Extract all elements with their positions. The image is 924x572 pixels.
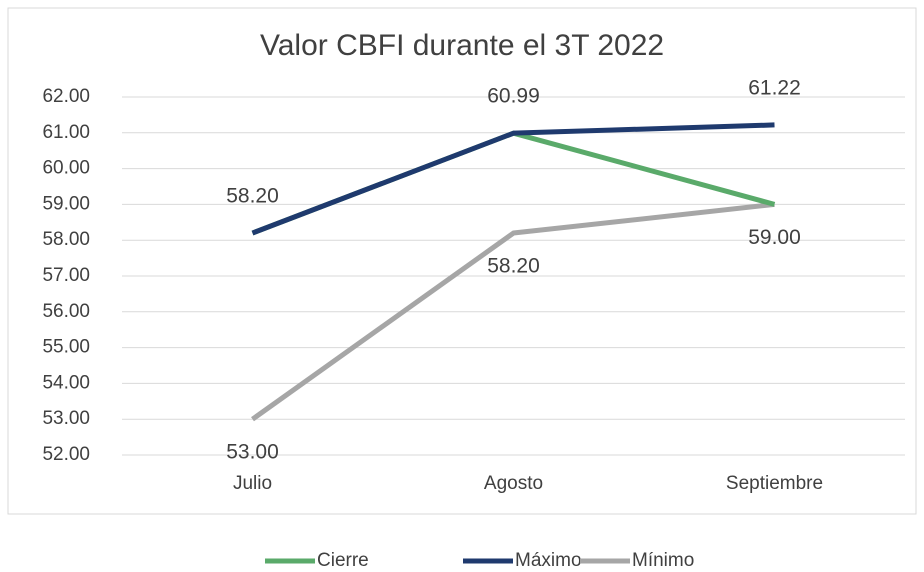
y-tick-label: 59.00 (42, 193, 90, 214)
chart-border (7, 7, 917, 515)
y-tick-label: 60.00 (42, 158, 90, 179)
y-tick-label: 54.00 (42, 372, 90, 393)
data-label: 58.20 (487, 255, 540, 278)
y-tick-label: 57.00 (42, 265, 90, 286)
data-label: 61.22 (748, 76, 801, 99)
legend-label: Cierre (317, 550, 369, 571)
legend-label: Mínimo (632, 550, 694, 571)
series-line (251, 201, 775, 422)
data-label: 58.20 (226, 185, 279, 208)
data-label: 60.99 (487, 85, 540, 108)
data-label: 59.00 (748, 226, 801, 249)
y-tick-label: 53.00 (42, 408, 90, 429)
x-tick-label: Septiembre (726, 473, 823, 494)
data-label: 53.00 (226, 441, 279, 464)
y-tick-label: 62.00 (42, 86, 90, 107)
y-tick-label: 52.00 (42, 444, 90, 465)
y-tick-label: 55.00 (42, 337, 90, 358)
x-tick-label: Julio (233, 473, 272, 494)
legend-label: Máximo (515, 550, 582, 571)
chart-title: Valor CBFI durante el 3T 2022 (260, 29, 664, 62)
series-line (251, 122, 775, 236)
x-tick-label: Agosto (484, 473, 543, 494)
y-tick-label: 58.00 (42, 229, 90, 250)
y-tick-label: 61.00 (42, 122, 90, 143)
y-tick-label: 56.00 (42, 301, 90, 322)
